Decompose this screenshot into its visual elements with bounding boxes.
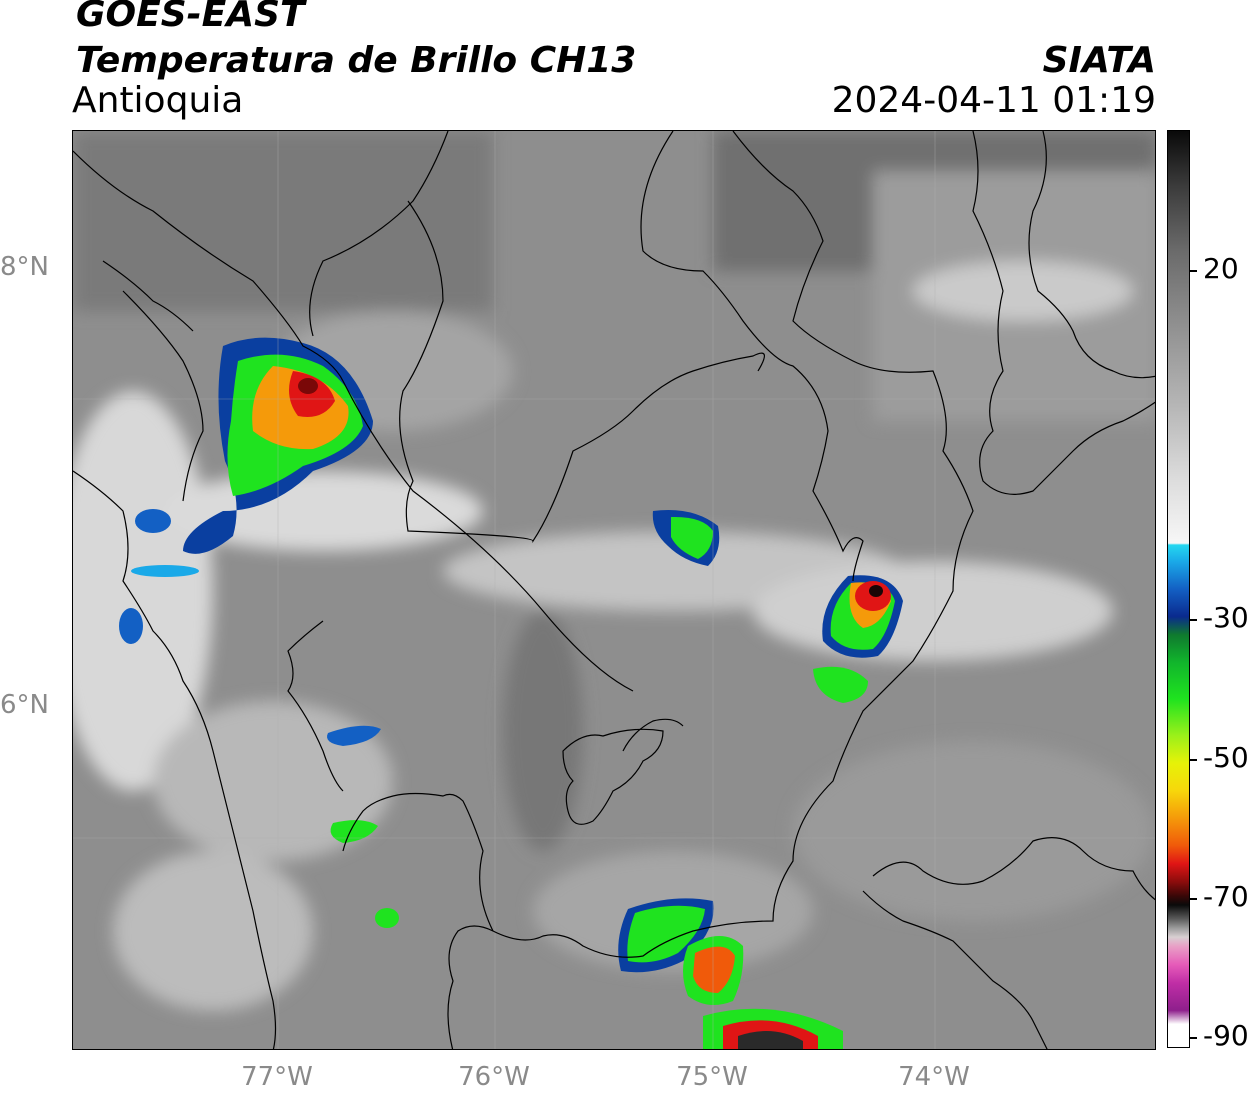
colorbar-tick	[1189, 898, 1197, 900]
lat-label-6n: 6°N	[0, 690, 49, 720]
political-boundaries	[73, 131, 1155, 1049]
colorbar-label-minus90: -90	[1203, 1019, 1249, 1052]
satellite-title: GOES-EAST	[76, 0, 305, 35]
storm-cell-central	[652, 510, 720, 566]
colorbar-label-minus50: -50	[1203, 741, 1249, 774]
organization-label: SIATA	[1042, 40, 1156, 81]
satellite-map[interactable]	[72, 130, 1156, 1050]
colorbar-tick	[1189, 1037, 1197, 1039]
product-title: Temperatura de Brillo CH13	[76, 40, 637, 81]
lon-label-74w: 74°W	[898, 1062, 970, 1092]
storm-cell-east	[813, 575, 903, 703]
lon-label-77w: 77°W	[241, 1062, 313, 1092]
colorbar-label-minus70: -70	[1203, 880, 1249, 913]
colorbar-label-minus30: -30	[1203, 601, 1249, 634]
map-gridlines	[73, 131, 1155, 1049]
lat-label-8n: 8°N	[0, 252, 49, 282]
temperature-colorbar	[1167, 130, 1190, 1048]
colorbar-tick	[1189, 270, 1197, 272]
lon-label-75w: 75°W	[676, 1062, 748, 1092]
lon-label-76w: 76°W	[458, 1062, 530, 1092]
colorbar-tick	[1189, 759, 1197, 761]
map-canvas	[73, 131, 1155, 1049]
storm-cell-south	[618, 898, 843, 1049]
timestamp-label: 2024-04-11 01:19	[831, 80, 1156, 121]
storm-cell-small	[327, 725, 399, 928]
colorbar-label-20: 20	[1203, 252, 1239, 285]
region-label: Antioquia	[72, 80, 244, 121]
colorbar-tick	[1189, 619, 1197, 621]
